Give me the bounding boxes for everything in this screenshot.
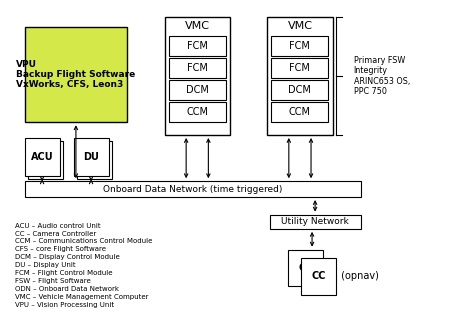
Bar xyxy=(77,141,112,179)
Text: VMC – Vehicle Management Computer: VMC – Vehicle Management Computer xyxy=(15,294,149,300)
Bar xyxy=(270,215,361,229)
Bar xyxy=(272,80,328,100)
Bar xyxy=(25,181,361,197)
Text: ACU: ACU xyxy=(31,152,54,162)
Bar xyxy=(272,58,328,78)
Text: Primary FSW
Integrity
ARINC653 OS,
PPC 750: Primary FSW Integrity ARINC653 OS, PPC 7… xyxy=(354,56,410,96)
Text: VPU
Backup Flight Software
VxWorks, CFS, Leon3: VPU Backup Flight Software VxWorks, CFS,… xyxy=(16,60,136,90)
Text: ODN – Onboard Data Network: ODN – Onboard Data Network xyxy=(15,286,119,292)
Text: FCM – Flight Control Module: FCM – Flight Control Module xyxy=(15,270,113,276)
Text: (opnav): (opnav) xyxy=(338,272,379,282)
Text: CC: CC xyxy=(299,263,313,273)
Text: FCM: FCM xyxy=(290,41,310,51)
Bar xyxy=(267,17,333,135)
Text: CC: CC xyxy=(311,272,326,282)
Text: DU – Display Unit: DU – Display Unit xyxy=(15,262,76,268)
Bar xyxy=(25,138,60,177)
Bar xyxy=(272,36,328,56)
Text: FCM: FCM xyxy=(290,63,310,74)
Bar xyxy=(164,17,230,135)
Text: VPU – Vision Processing Unit: VPU – Vision Processing Unit xyxy=(15,302,114,308)
Bar xyxy=(169,102,226,122)
Text: FCM: FCM xyxy=(187,63,208,74)
Text: Utility Network: Utility Network xyxy=(281,217,349,226)
Bar xyxy=(28,141,64,179)
Text: VMC: VMC xyxy=(287,21,312,31)
Bar xyxy=(73,138,109,177)
Text: DCM: DCM xyxy=(186,85,209,95)
Text: CFS – core Flight Software: CFS – core Flight Software xyxy=(15,247,106,252)
Text: CCM – Communications Control Module: CCM – Communications Control Module xyxy=(15,239,153,245)
Text: FCM: FCM xyxy=(187,41,208,51)
Bar xyxy=(169,58,226,78)
Text: CC – Camera Controller: CC – Camera Controller xyxy=(15,230,97,237)
Text: FSW – Flight Software: FSW – Flight Software xyxy=(15,278,91,284)
Bar xyxy=(301,258,336,295)
Text: CCM: CCM xyxy=(186,107,208,117)
Text: DU: DU xyxy=(83,152,99,162)
Bar xyxy=(272,102,328,122)
Bar xyxy=(169,36,226,56)
Text: ACU – Audio control Unit: ACU – Audio control Unit xyxy=(15,222,101,229)
Text: VMC: VMC xyxy=(185,21,210,31)
Bar xyxy=(288,250,323,286)
Text: CCM: CCM xyxy=(289,107,311,117)
Text: DCM – Display Control Module: DCM – Display Control Module xyxy=(15,254,120,260)
Bar xyxy=(169,80,226,100)
Text: DCM: DCM xyxy=(289,85,311,95)
Bar xyxy=(25,27,127,122)
Text: Onboard Data Network (time triggered): Onboard Data Network (time triggered) xyxy=(103,185,283,194)
